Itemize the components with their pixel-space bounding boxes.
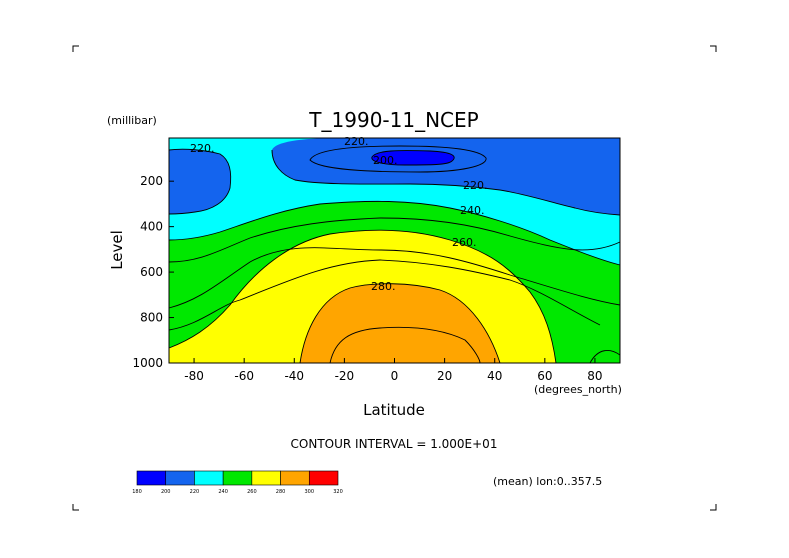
contour-label: 280. [371, 280, 396, 293]
y-tick-label: 600 [140, 265, 163, 279]
legend-level-label: 180 [132, 489, 142, 495]
y-tick-label: 800 [140, 311, 163, 325]
contour-label: 240. [460, 204, 485, 217]
y-tick-label: 400 [140, 220, 163, 234]
legend-level-label: 200 [161, 489, 171, 495]
legend-swatch [251, 470, 281, 486]
corner-marks [72, 45, 717, 511]
contour-interval-note: CONTOUR INTERVAL = 1.000E+01 [291, 437, 498, 451]
legend-level-label: 300 [305, 489, 315, 495]
legend-swatch [222, 470, 253, 486]
legend-swatch [165, 470, 195, 486]
legend-level-label: 280 [276, 489, 286, 495]
mean-longitude-note: (mean) lon:0..357.5 [493, 475, 602, 488]
legend-level-label: 260 [247, 489, 257, 495]
x-tick-label: 40 [487, 369, 502, 383]
legend-level-label: 240 [218, 489, 228, 495]
band-220-230-south [169, 149, 231, 214]
y-axis-label: Level [108, 230, 126, 270]
legend-swatch [136, 470, 167, 486]
x-tick-label: -80 [184, 369, 204, 383]
plot-area: 220. 220. 200. 220. 240. 260. 280. [168, 135, 621, 364]
color-legend: 180 200 220 240 260 280 300 320 [132, 470, 343, 495]
x-tick-label: 20 [437, 369, 452, 383]
chart-title: T_1990-11_NCEP [308, 108, 478, 132]
x-tick-label: -40 [284, 369, 304, 383]
contour-label: 200. [373, 154, 398, 167]
legend-swatch [280, 470, 310, 486]
contour-lines [168, 145, 621, 364]
y-tick-label: 200 [140, 174, 163, 188]
band-260-270 [300, 283, 500, 363]
x-tick-label: -20 [335, 369, 355, 383]
legend-level-label: 220 [190, 489, 200, 495]
x-axis: -80 -60 -40 -20 0 20 40 60 80 [184, 358, 603, 383]
x-units-label: (degrees_north) [534, 383, 622, 396]
contour-label: 220. [344, 135, 369, 148]
y-units-label: (millibar) [107, 114, 157, 127]
y-axis: 200 400 600 800 1000 [132, 174, 174, 370]
x-tick-label: 0 [391, 369, 399, 383]
x-axis-label: Latitude [363, 401, 425, 419]
x-tick-label: 80 [587, 369, 602, 383]
band-220-230-top [272, 138, 620, 215]
legend-swatch [308, 470, 339, 486]
x-tick-label: 60 [537, 369, 552, 383]
x-tick-label: -60 [234, 369, 254, 383]
contour-label: 220. [190, 142, 215, 155]
legend-level-label: 320 [333, 489, 343, 495]
band-240-250 [169, 201, 620, 363]
contour-label: 260. [452, 236, 477, 249]
band-210-220 [371, 150, 455, 165]
legend-swatch [194, 470, 224, 486]
y-tick-label: 1000 [132, 356, 163, 370]
contour-label: 220. [463, 179, 488, 192]
